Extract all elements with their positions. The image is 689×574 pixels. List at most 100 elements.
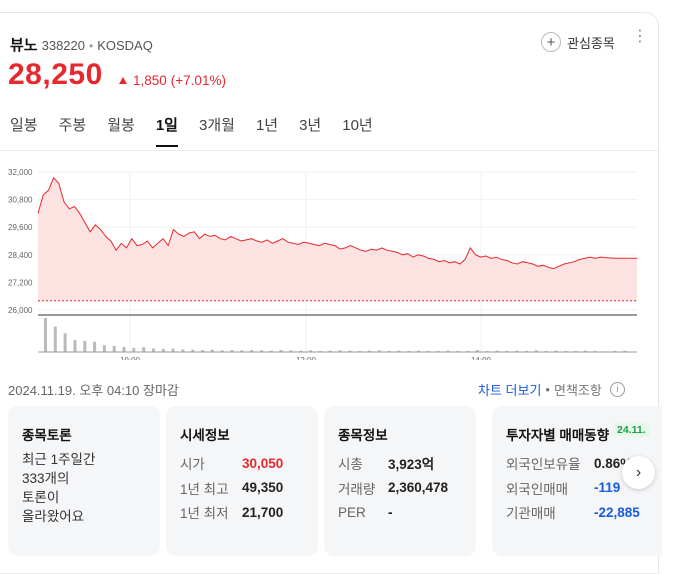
volume-bar: [191, 349, 195, 352]
volume-bar: [161, 348, 165, 352]
volume-bar: [446, 350, 450, 352]
volume: 2,360,478: [388, 480, 449, 496]
volume-bar: [338, 350, 342, 352]
separator-dot: •: [89, 39, 94, 53]
market-info-panel[interactable]: 시세정보 시가 30,050 1년 최고 49,350 1년 최저 21,700: [166, 406, 318, 556]
volume-bar: [63, 333, 67, 352]
current-price: 28,250: [8, 58, 103, 91]
institution-trade: -22,885: [594, 504, 640, 520]
y-tick-label: 28,400: [8, 251, 33, 260]
info-row: 시총 3,923억: [338, 451, 448, 476]
volume-bar: [397, 350, 401, 352]
y-tick-label: 27,200: [8, 278, 33, 287]
volume-bar: [515, 350, 519, 352]
year-low: 21,700: [242, 504, 284, 520]
volume-bar: [122, 346, 126, 352]
volume-bar: [102, 345, 106, 352]
disclaimer-link[interactable]: 면책조항: [553, 383, 602, 398]
x-tick-label: 12:00: [296, 356, 317, 360]
volume-bar: [299, 350, 303, 352]
investor-panel[interactable]: 투자자별 매매동향 24.11. 외국인보유율 0.86% 외국인매매 -119 기…: [492, 406, 662, 556]
x-tick-label: 14:00: [471, 356, 492, 360]
y-tick-label: 29,600: [8, 223, 33, 232]
row-label: 시총: [338, 457, 363, 473]
forum-line: 토론이: [22, 490, 60, 505]
change-amount: 1,850: [133, 73, 167, 88]
price-change: 1,850 (+7.01%): [119, 73, 226, 88]
info-row: 거래량 2,360,478: [338, 476, 448, 501]
period-tab[interactable]: 1년: [255, 117, 279, 134]
row-label: 기관매매: [506, 506, 556, 522]
volume-bar: [534, 350, 538, 352]
info-icon[interactable]: i: [609, 382, 625, 397]
chart-more-link[interactable]: 차트 더보기: [478, 383, 542, 398]
up-triangle-icon: [119, 77, 127, 84]
stock-info-title: 종목정보: [338, 428, 388, 443]
volume-bar: [53, 326, 57, 352]
volume-bar: [309, 350, 313, 352]
forum-line: 최근 1주일간: [22, 452, 96, 467]
change-percent: (+7.01%): [170, 73, 226, 88]
volume-bar: [328, 350, 332, 352]
volume-bar: [73, 340, 77, 352]
add-favorite-button[interactable]: + 관심종목: [541, 32, 615, 52]
period-tab[interactable]: 3개월: [198, 117, 235, 134]
period-tab[interactable]: 10년: [342, 117, 373, 134]
volume-bar: [417, 350, 420, 352]
open-price: 30,050: [242, 455, 284, 471]
y-tick-label: 32,000: [8, 168, 33, 177]
volume-bar: [279, 350, 283, 352]
period-tab[interactable]: 1일: [155, 114, 178, 147]
info-row: 1년 최저 21,700: [180, 500, 283, 525]
info-row: PER -: [338, 500, 448, 525]
stock-code: 338220: [41, 38, 85, 53]
volume-bar: [269, 350, 273, 352]
more-options-icon[interactable]: ⋮: [632, 28, 648, 45]
price-area: [38, 177, 637, 301]
info-row: 1년 최고 49,350: [180, 476, 283, 501]
volume-bar: [132, 347, 136, 352]
period-tab[interactable]: 일봉: [10, 117, 38, 134]
investor-title: 투자자별 매매동향: [506, 428, 610, 443]
foreign-trade: -119: [594, 480, 621, 496]
y-tick-label: 26,000: [8, 306, 33, 315]
volume-bar: [181, 349, 185, 352]
forum-line: 333개의: [22, 471, 70, 486]
volume-bar: [377, 350, 381, 352]
chart-links: 차트 더보기 • 면책조항 i: [478, 380, 625, 399]
forum-line: 올라왔어요: [22, 509, 85, 524]
forum-title: 종목토론: [22, 428, 72, 443]
row-label: 외국인매매: [506, 481, 569, 497]
volume-bar: [348, 350, 352, 352]
stock-name[interactable]: 뷰노: [10, 37, 38, 54]
next-arrow-button[interactable]: ›: [622, 456, 655, 489]
volume-bar: [289, 350, 293, 352]
market-info-title: 시세정보: [180, 428, 230, 443]
period-tabs: 일봉 주봉 월봉 1일 3개월 1년 3년 10년: [10, 114, 394, 147]
volume-bar: [210, 349, 214, 352]
period-tab[interactable]: 주봉: [58, 117, 87, 134]
volume-bar: [583, 350, 587, 352]
row-label: 1년 최고: [180, 481, 229, 497]
intraday-price-chart[interactable]: 32,000 30,800 29,600 28,400 27,200 26,000 10:0…: [0, 160, 645, 360]
tabs-divider: [0, 150, 658, 151]
volume-bar: [142, 347, 146, 352]
forum-panel[interactable]: 종목토론 최근 1주일간 333개의 토론이 올라왔어요: [8, 406, 160, 556]
period-tab[interactable]: 월봉: [107, 117, 135, 134]
link-separator: •: [545, 382, 550, 397]
volume-bar: [112, 345, 116, 352]
volume-bar: [367, 350, 371, 352]
period-tab[interactable]: 3년: [299, 117, 322, 134]
year-high: 49,350: [242, 480, 284, 496]
info-row: 외국인매매 -119: [506, 476, 640, 501]
volume-bar: [260, 350, 263, 352]
row-label: 시가: [180, 457, 205, 473]
info-row: 기관매매 -22,885: [506, 500, 640, 525]
volume-bar: [623, 350, 627, 352]
plus-icon: +: [541, 32, 561, 52]
stock-info-panel[interactable]: 종목정보 시총 3,923억 거래량 2,360,478 PER -: [324, 406, 476, 556]
volume-bar: [554, 350, 558, 352]
volume-bar: [93, 341, 97, 352]
favorite-label: 관심종목: [567, 35, 615, 51]
info-row: 시가 30,050: [180, 451, 283, 476]
